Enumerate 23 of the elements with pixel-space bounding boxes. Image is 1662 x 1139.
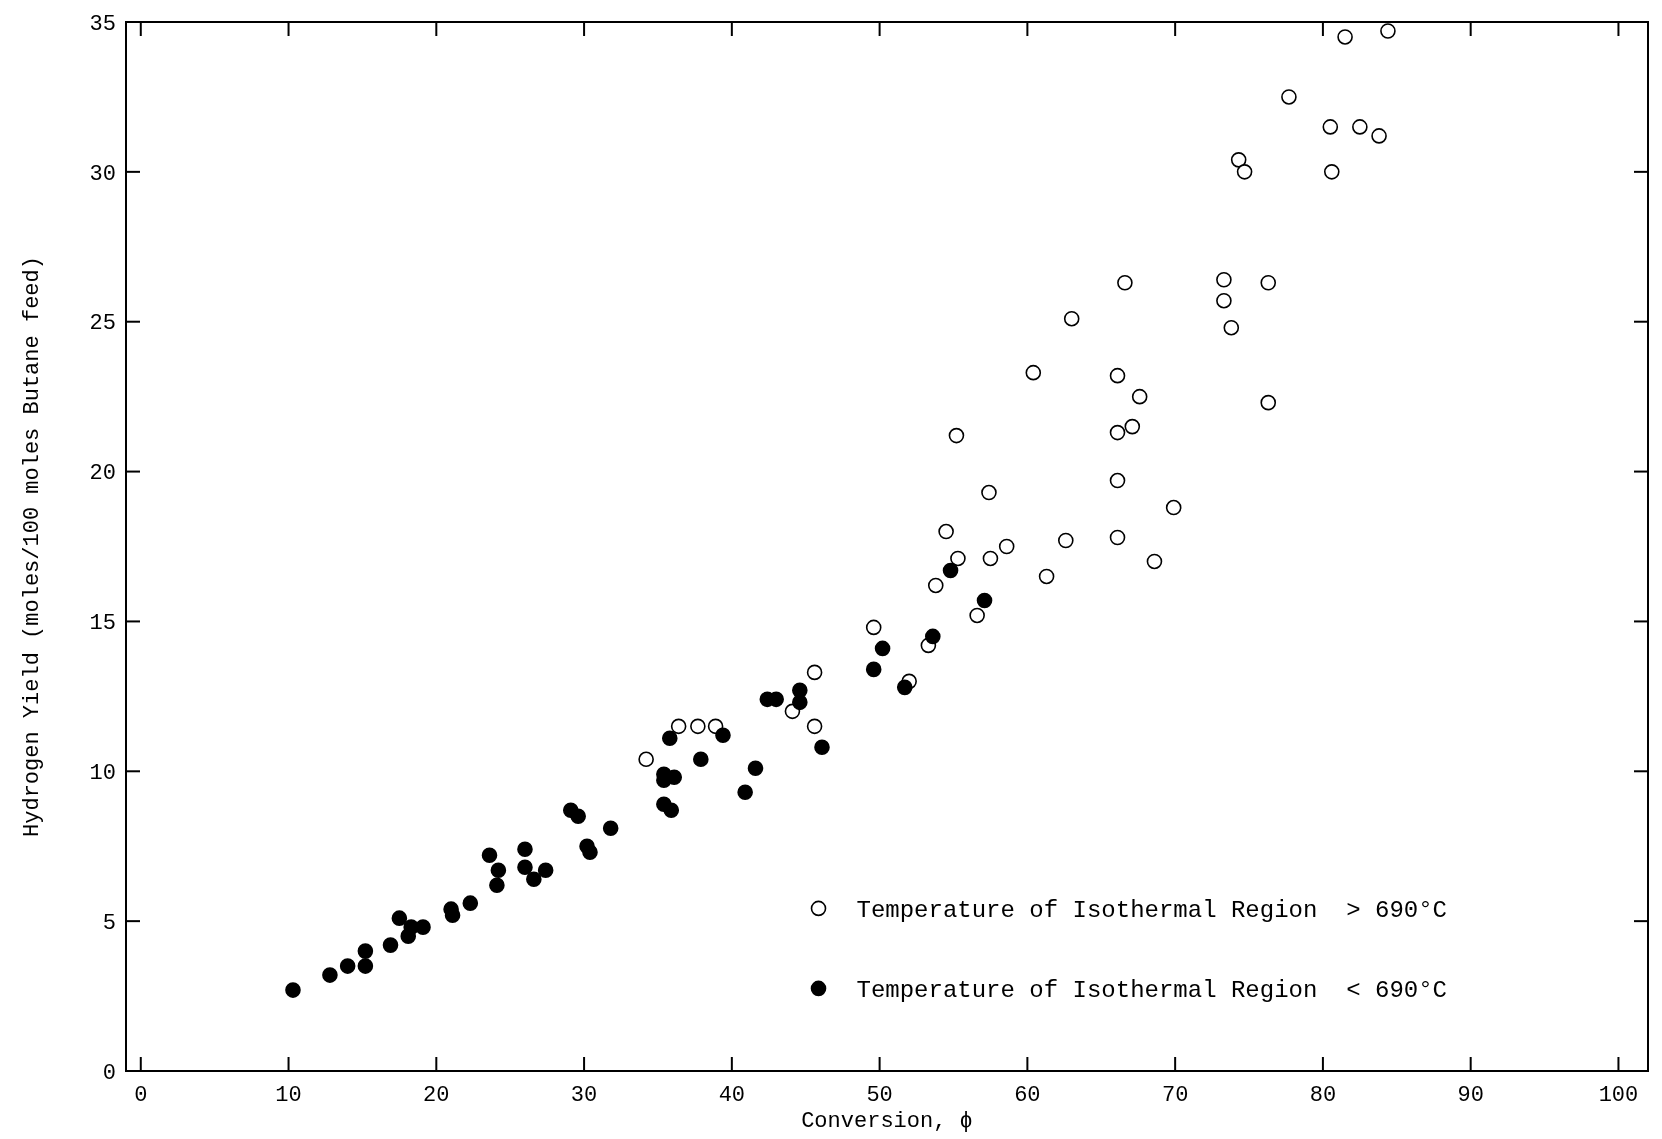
x-tick-label: 20 [423,1083,450,1108]
y-tick-label: 15 [89,611,116,637]
y-tick-label: 10 [89,760,116,786]
x-tick-label: 30 [570,1083,598,1108]
x-axis-title: Conversion, ϕ [801,1109,973,1134]
y-tick-label: 5 [102,910,116,936]
x-tick-label: 90 [1457,1083,1484,1108]
x-tick-label: 10 [275,1083,302,1108]
x-tick-label: 50 [866,1083,893,1108]
y-tick-label: 20 [89,461,116,487]
y-tick-label: 35 [89,11,116,37]
y-tick-label: 25 [89,311,116,337]
y-tick-label: 30 [89,161,116,187]
y-axis-title: Hydrogen Yield (moles/100 moles Butane feed) [20,256,45,837]
legend-label: Temperature of Isothermal Region < 690°C [856,976,1448,1004]
x-tick-label: 70 [1161,1083,1189,1108]
x-tick-label: 0 [134,1083,148,1108]
x-tick-label: 40 [718,1083,746,1108]
x-tick-label: 100 [1598,1083,1639,1108]
y-tick-label: 0 [102,1060,116,1086]
x-tick-label: 80 [1309,1083,1337,1108]
x-tick-label: 60 [1014,1083,1041,1108]
legend-label: Temperature of Isothermal Region > 690°C [856,896,1448,924]
